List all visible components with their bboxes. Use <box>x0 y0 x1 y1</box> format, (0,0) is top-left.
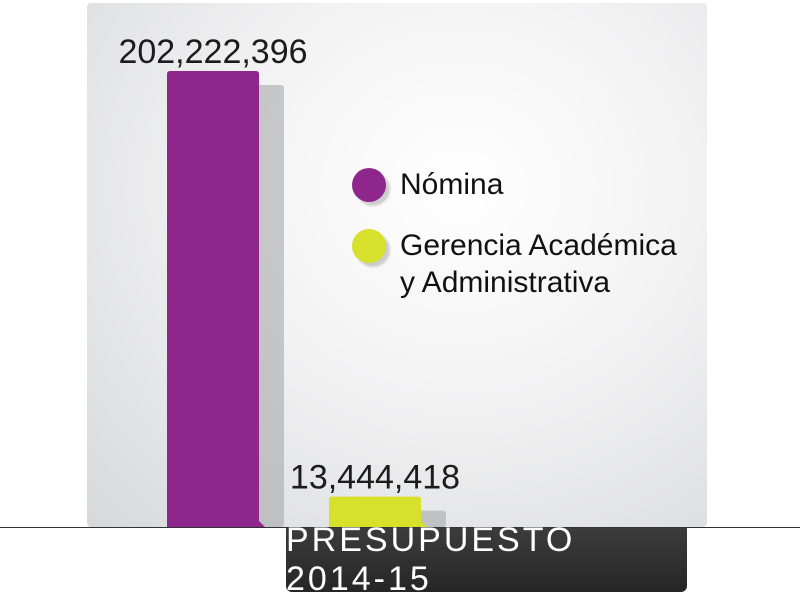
bar-gerencia <box>329 496 427 527</box>
bar-shadow-nomina <box>256 85 284 527</box>
legend-swatch-gerencia <box>352 229 386 263</box>
chart-legend: Nómina Gerencia Académica y Administrati… <box>352 166 692 325</box>
chart-title-box: PRESUPUESTO 2014-15 <box>286 521 687 598</box>
chart-title: PRESUPUESTO 2014-15 <box>286 521 576 598</box>
chart-baseline <box>0 527 800 528</box>
bar-nomina <box>167 71 265 527</box>
value-label-nomina: 202,222,396 <box>118 33 307 71</box>
bar-shadow-gerencia <box>418 510 446 527</box>
value-label-gerencia: 13,444,418 <box>290 459 460 497</box>
legend-item-gerencia: Gerencia Académica y Administrativa <box>352 227 692 301</box>
legend-label-nomina: Nómina <box>400 168 504 201</box>
legend-item-nomina: Nómina <box>352 166 692 203</box>
legend-label-gerencia: Gerencia Académica y Administrativa <box>400 229 677 299</box>
legend-swatch-nomina <box>352 168 386 202</box>
